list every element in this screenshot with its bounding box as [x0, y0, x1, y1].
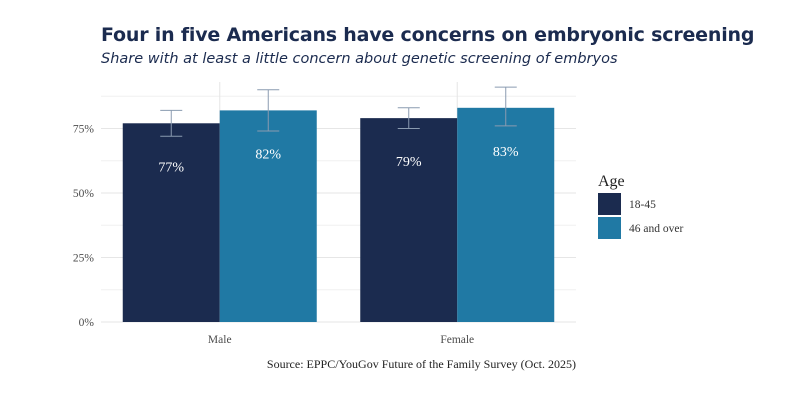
legend-swatch — [598, 193, 621, 215]
legend-label: 18-45 — [629, 199, 656, 211]
bar — [360, 118, 458, 323]
x-tick-label: Male — [208, 334, 232, 346]
bar — [457, 107, 555, 322]
legend-label: 46 and over — [629, 223, 683, 235]
data-label: 83% — [493, 145, 519, 160]
x-tick-label: Female — [440, 334, 474, 346]
data-label: 79% — [396, 155, 422, 170]
y-tick-label: 25% — [73, 252, 95, 264]
bar — [122, 123, 220, 323]
legend-title: Age — [598, 173, 625, 190]
y-tick-label: 50% — [73, 188, 95, 200]
legend-swatch — [598, 217, 621, 239]
chart-title: Four in five Americans have concerns on … — [101, 24, 755, 46]
data-label: 82% — [255, 147, 281, 162]
bar — [219, 110, 317, 322]
y-tick-label: 75% — [73, 123, 95, 135]
source-caption: Source: EPPC/YouGov Future of the Family… — [267, 357, 576, 371]
data-label: 77% — [158, 160, 184, 175]
chart-subtitle: Share with at least a little concern abo… — [101, 51, 618, 67]
y-tick-label: 0% — [79, 317, 95, 329]
